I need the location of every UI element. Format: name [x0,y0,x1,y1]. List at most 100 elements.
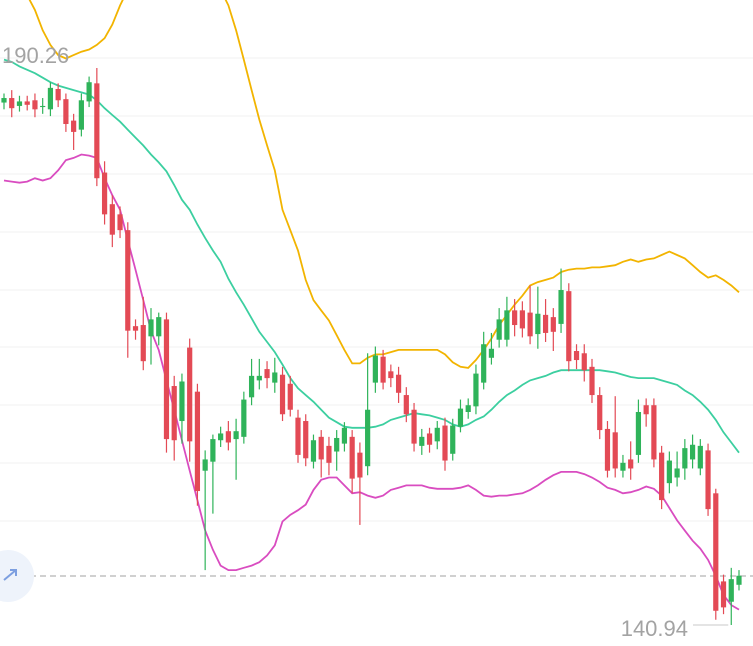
badge-arrow [3,569,17,581]
candle-body [651,405,657,460]
candle-body [512,310,518,326]
candle-body [426,433,433,445]
candle-body [179,381,185,422]
candle-body [86,82,92,102]
candle-body [241,399,247,437]
candle-body [148,319,154,337]
candle-body [334,437,340,452]
candle-body [326,445,332,463]
candle-body [581,353,587,371]
candle-body [272,372,278,383]
candle-body [248,375,255,398]
candle-body [628,459,634,469]
candle-body [550,317,556,332]
candle-body [225,431,231,443]
candle-body [94,83,100,179]
candle-body [635,411,642,455]
candle-body [488,348,495,358]
candle-body [187,347,193,442]
candle-body [604,428,611,471]
candle-body [63,99,69,125]
candle-body [411,409,417,444]
candle-body [535,313,541,335]
candle-body [457,408,464,427]
candle-body [1,98,7,103]
candle-body [218,433,224,441]
candle-body [720,581,727,608]
candle-body [349,436,355,479]
band-line [3,58,740,454]
candle-body [736,575,742,585]
candle-body [140,325,146,362]
candle-body [310,440,317,462]
candle-body [666,460,672,484]
candle-body [341,427,348,444]
candle-body [117,214,123,231]
candle-body [171,386,177,441]
candle-body [16,101,23,106]
candle-body [365,409,371,467]
candle-body [713,493,719,611]
candle-body [542,314,549,333]
candle-body [40,105,46,108]
candle-body [47,87,54,110]
candle-body [372,355,378,383]
candle-body [125,230,131,331]
candle-body [450,425,456,454]
candle-body [674,468,680,478]
candle-body [558,290,564,324]
candle-body [24,101,30,105]
candle-body [612,432,618,469]
candle-body [504,310,510,340]
candle-body [395,374,402,393]
candle-body [519,310,525,329]
candle-body [527,312,533,337]
candle-body [318,436,324,460]
candle-body [109,204,115,235]
price-badge[interactable] [0,550,34,602]
candle-body [256,375,262,381]
candle-body [380,356,386,383]
candle-body [264,369,270,379]
candle-body [473,373,479,407]
candle-body [202,459,208,471]
candle-body [442,425,448,461]
candle-body [659,452,665,501]
candle-body [163,319,170,440]
candle-body [295,417,301,455]
candle-body [233,431,239,440]
candle-body [132,326,139,331]
candle-body [303,421,309,459]
candle-body [496,319,502,340]
max-label: 190.26 [2,43,69,68]
candle-body [279,374,286,415]
candle-body [388,371,394,379]
candle-body [589,366,595,396]
candle-body [689,444,696,460]
band-line [28,0,740,369]
candle-body [9,98,15,109]
candle-body [682,448,688,469]
candle-body [78,100,84,130]
candle-body [357,452,363,478]
candle-body [728,579,734,602]
min-label: 140.94 [621,616,688,641]
candle-body [566,291,572,362]
candle-body [32,100,38,110]
candle-body [194,391,201,492]
candle-body [434,427,440,442]
candle-body [101,172,108,215]
candle-body [71,120,77,132]
candle-body [697,445,703,469]
candle-body [419,436,425,446]
candle-body [156,317,162,337]
candle-body [403,395,409,415]
candle-body [573,351,580,361]
candle-body [481,344,487,383]
candle-body [210,439,216,462]
candle-body [597,395,603,431]
candle-body [465,405,471,412]
candle-body [55,88,61,101]
